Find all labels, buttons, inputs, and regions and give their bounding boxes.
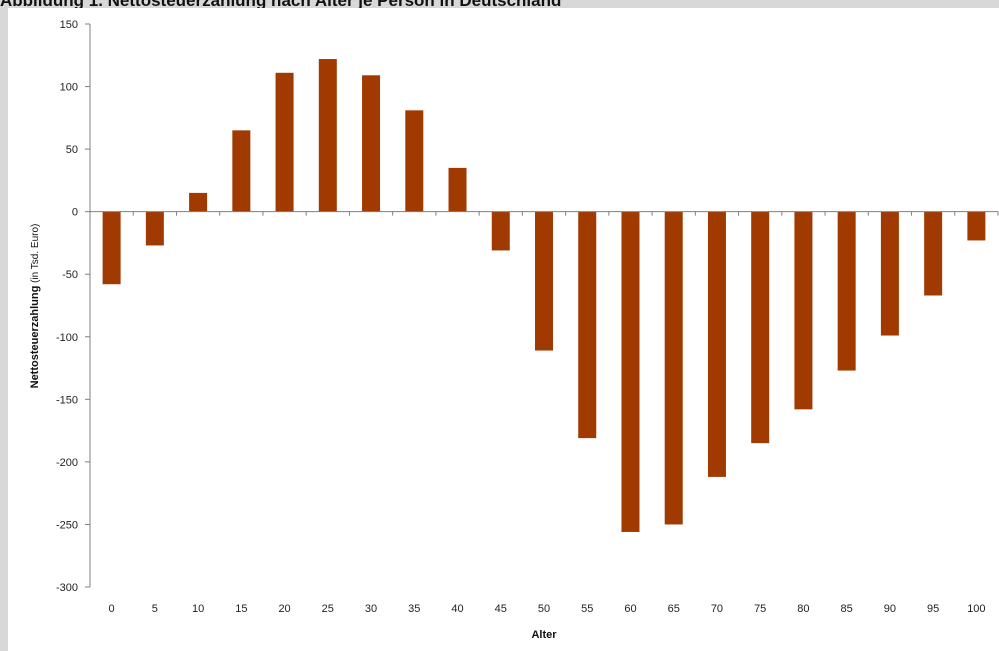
y-tick-label: -100 (56, 332, 78, 344)
chart-panel (8, 8, 999, 651)
bar-age-55 (578, 211, 597, 439)
x-tick-label: 40 (451, 603, 463, 615)
bar-age-75 (751, 211, 770, 444)
x-tick-label: 10 (192, 603, 204, 615)
y-tick-label: -50 (62, 269, 78, 281)
bar-age-40 (448, 167, 467, 212)
y-axis-title: Nettosteuerzahlung (in Tsd. Euro) (29, 224, 41, 389)
x-tick-label: 45 (495, 603, 507, 615)
bar-age-85 (837, 211, 856, 371)
x-tick-label: 50 (538, 603, 550, 615)
x-tick-label: 15 (235, 603, 247, 615)
x-tick-label: 95 (927, 603, 939, 615)
y-tick-label: 0 (72, 207, 78, 219)
x-tick-label: 30 (365, 603, 377, 615)
x-tick-label: 0 (109, 603, 115, 615)
x-tick-label: 80 (797, 603, 809, 615)
x-axis-title: Alter (531, 629, 557, 641)
y-tick-label: 150 (60, 19, 78, 31)
bar-age-10 (189, 192, 208, 212)
y-tick-label: -300 (56, 582, 78, 594)
chart-title: Abbildung 1. Nettosteuerzahlung nach Alt… (0, 0, 562, 10)
y-tick-label: 100 (60, 82, 78, 94)
x-tick-label: 60 (624, 603, 636, 615)
bar-age-0 (102, 211, 121, 285)
bar-age-80 (794, 211, 813, 410)
y-axis-title-main: Nettosteuerzahlung (29, 286, 41, 389)
bar-age-5 (145, 211, 164, 246)
y-tick-label: -200 (56, 457, 78, 469)
bar-age-25 (318, 59, 337, 212)
x-tick-label: 100 (967, 603, 985, 615)
bar-age-100 (967, 211, 986, 241)
x-tick-label: 75 (754, 603, 766, 615)
bar-age-60 (621, 211, 640, 532)
y-tick-label: 50 (66, 144, 78, 156)
x-tick-label: 20 (278, 603, 290, 615)
bar-age-30 (362, 75, 381, 212)
bar-age-90 (880, 211, 899, 336)
x-tick-label: 90 (884, 603, 896, 615)
x-tick-label: 70 (711, 603, 723, 615)
bar-age-45 (491, 211, 510, 251)
bar-age-35 (405, 110, 424, 212)
bar-age-65 (664, 211, 683, 525)
x-tick-label: 5 (152, 603, 158, 615)
x-tick-label: 35 (408, 603, 420, 615)
bar-age-95 (924, 211, 943, 296)
x-tick-label: 85 (841, 603, 853, 615)
bar-age-15 (232, 130, 251, 212)
bar-age-50 (535, 211, 553, 351)
bar-age-20 (275, 72, 294, 212)
x-tick-label: 65 (668, 603, 680, 615)
y-axis-title-unit: (in Tsd. Euro) (30, 224, 41, 286)
x-tick-label: 55 (581, 603, 593, 615)
y-tick-label: -150 (56, 394, 78, 406)
bar-age-70 (707, 211, 726, 477)
y-tick-label: -250 (56, 519, 78, 531)
x-tick-label: 25 (322, 603, 334, 615)
